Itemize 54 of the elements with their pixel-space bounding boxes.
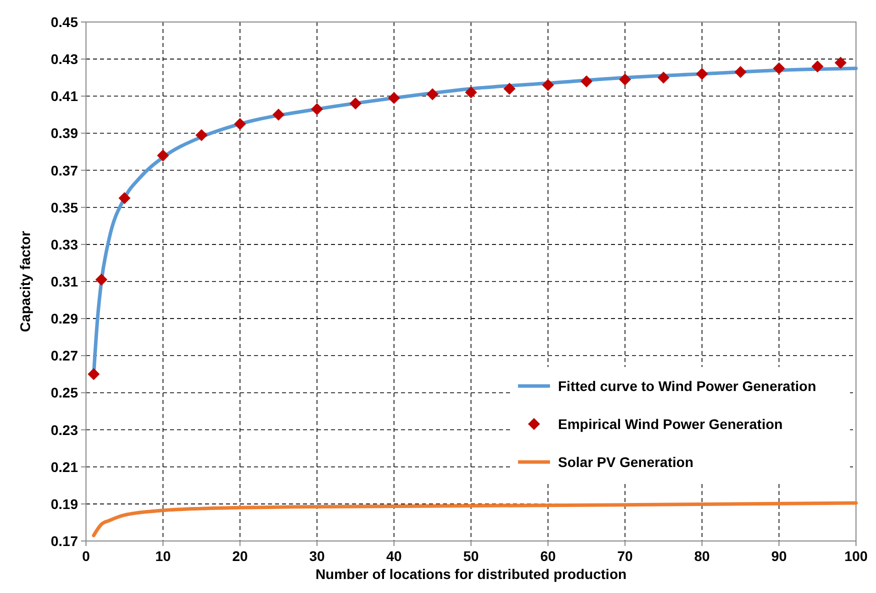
y-tick-label: 0.21 — [50, 458, 78, 475]
point — [580, 75, 592, 88]
y-tick-label: 0.41 — [50, 88, 78, 104]
y-tick-label: 0.35 — [50, 199, 78, 216]
line-series — [92, 501, 858, 538]
x-tick-label: 20 — [232, 548, 248, 564]
x-tick-label: 40 — [386, 548, 402, 564]
point — [465, 86, 477, 98]
point — [426, 88, 438, 100]
point — [696, 68, 708, 80]
y-tick-label: 0.31 — [50, 274, 78, 290]
y-tick-label: 0.17 — [50, 533, 78, 549]
point — [157, 149, 169, 162]
x-tick-label: 60 — [540, 548, 556, 564]
x-tick-label: 50 — [463, 548, 479, 564]
point — [311, 103, 323, 116]
legend-label: Solar PV Generation — [558, 454, 694, 470]
x-tick-label: 30 — [309, 548, 325, 564]
y-tick-label: 0.27 — [50, 348, 78, 364]
x-tick-label: 100 — [844, 548, 868, 564]
y-axis-title: Capacity factor — [17, 230, 33, 332]
x-tick-label: 80 — [694, 548, 710, 564]
y-tick-label: 0.33 — [50, 236, 78, 252]
point — [542, 79, 554, 92]
x-tick-label: 0 — [82, 548, 90, 564]
y-tick-label: 0.45 — [50, 14, 78, 30]
point — [504, 82, 516, 95]
point — [272, 108, 284, 121]
point — [734, 66, 746, 78]
point — [388, 92, 400, 104]
point — [196, 129, 208, 142]
x-tick-label: 70 — [617, 548, 633, 564]
y-tick-label: 0.43 — [50, 51, 78, 68]
point — [834, 56, 847, 69]
point — [812, 60, 824, 72]
y-tick-label: 0.39 — [50, 125, 78, 142]
legend-label: Fitted curve to Wind Power Generation — [558, 378, 816, 394]
point — [118, 192, 130, 204]
y-tick-label: 0.37 — [50, 162, 78, 178]
y-tick-label: 0.23 — [50, 422, 78, 438]
point — [350, 98, 362, 110]
point — [95, 274, 108, 286]
x-axis-title: Number of locations for distributed production — [315, 566, 627, 582]
point — [88, 368, 100, 380]
point — [658, 72, 670, 84]
x-tick-label: 90 — [771, 548, 787, 564]
point — [619, 73, 631, 86]
point — [234, 118, 246, 130]
legend-label: Empirical Wind Power Generation — [558, 416, 783, 432]
y-tick-label: 0.19 — [50, 496, 78, 512]
y-tick-label: 0.25 — [50, 384, 78, 401]
y-tick-label: 0.29 — [50, 310, 78, 327]
point — [773, 62, 785, 74]
x-tick-label: 10 — [155, 548, 171, 564]
